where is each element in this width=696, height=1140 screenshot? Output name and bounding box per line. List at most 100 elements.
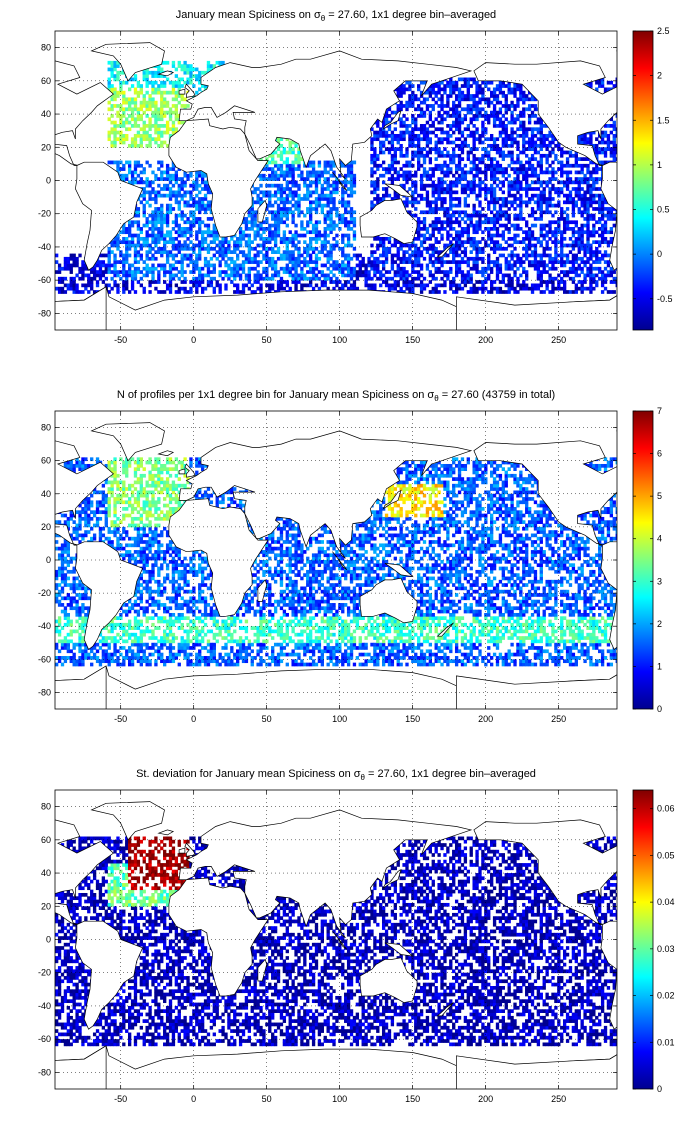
data-cell [393,253,397,258]
data-cell [557,223,561,228]
data-cell [513,270,517,274]
data-cell [510,236,514,241]
data-cell [577,280,581,284]
data-cell [113,160,117,165]
data-cell [63,263,68,268]
data-cell [598,147,602,151]
data-cell [557,240,561,245]
data-cell [393,127,397,132]
data-cell [198,270,202,274]
data-cell [320,280,324,284]
data-cell [472,266,476,271]
data-cell [428,210,433,215]
data-cell [446,133,450,138]
data-cell [262,266,266,271]
data-cell [510,200,514,205]
data-cell [595,153,599,158]
data-cell [469,130,473,135]
data-cell [163,273,167,278]
data-cell [250,227,254,231]
data-cell [463,200,468,205]
data-cell [186,173,190,178]
data-cell [335,266,339,271]
data-cell [195,266,199,271]
data-cell [595,230,599,235]
data-cell [259,200,263,205]
data-cell [466,153,470,158]
data-cell [297,246,301,251]
data-cell [160,140,164,145]
data-cell [519,273,523,278]
data-cell [265,246,269,251]
data-cell [530,230,535,235]
data-cell [440,256,444,261]
data-cell [551,197,555,201]
data-cell [490,193,494,198]
data-cell [247,227,252,231]
data-cell [189,223,193,228]
data-cell [206,270,211,274]
data-cell [580,236,584,241]
data-cell [498,133,503,138]
data-cell [236,263,240,268]
data-cell [583,207,587,211]
data-cell [536,207,541,211]
data-cell [206,273,211,278]
data-cell [142,240,146,245]
data-cell [148,193,152,198]
data-cell [408,210,412,215]
data-cell [308,220,313,225]
data-cell [209,263,214,268]
data-cell [306,177,310,181]
data-cell [431,233,435,238]
data-cell [125,120,129,125]
data-cell [609,266,614,271]
data-cell [247,280,252,284]
data-cell [425,183,430,188]
data-cell [405,243,409,248]
data-cell [130,283,135,288]
data-cell [136,163,141,168]
data-cell [171,177,176,181]
data-cell [157,183,161,188]
data-cell [165,253,170,258]
data-cell [317,250,322,254]
data-cell [568,243,573,248]
data-cell [69,263,73,268]
data-cell [583,177,587,181]
data-cell [577,187,581,191]
data-cell [554,246,558,251]
data-cell [384,280,389,284]
data-cell [352,283,357,288]
data-cell [165,270,170,274]
data-cell [475,290,479,294]
data-cell [107,253,111,258]
data-cell [349,273,354,278]
data-cell [288,286,292,291]
data-cell [527,260,532,264]
data-cell [113,266,117,271]
data-cell [562,150,567,155]
data-cell [592,167,596,171]
data-cell [122,256,126,261]
data-cell [536,177,541,181]
data-cell [233,243,237,248]
data-cell [200,203,205,208]
data-cell [346,180,351,185]
data-cell [472,133,476,138]
data-cell [384,137,389,142]
data-cell [542,200,546,205]
data-cell [393,190,397,195]
data-cell [495,137,500,142]
data-cell [376,260,380,264]
data-cell [548,153,552,158]
data-cell [335,240,339,245]
data-cell [536,266,541,271]
data-cell [136,130,141,135]
data-cell [437,270,441,274]
data-cell [57,286,62,291]
data-cell [440,170,444,175]
data-cell [279,183,284,188]
data-cell [271,283,275,288]
data-cell [428,233,433,238]
